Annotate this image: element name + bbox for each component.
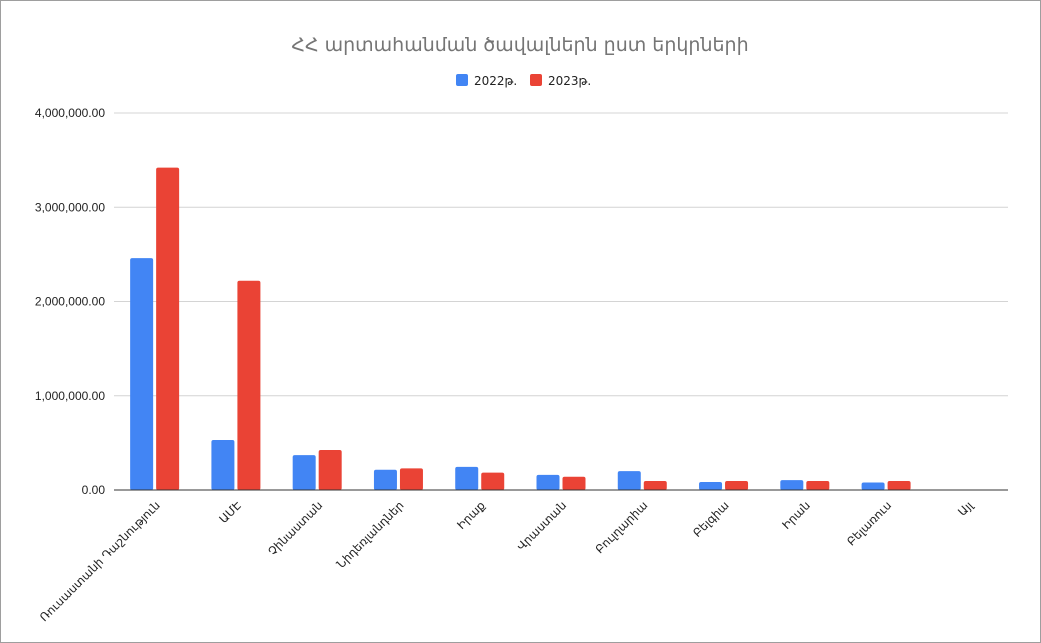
legend-swatch: [456, 74, 468, 86]
legend-swatch: [530, 74, 542, 86]
chart-legend: 2022թ. 2023թ.: [456, 74, 591, 88]
x-tick-label: Վրաստան: [514, 498, 569, 553]
x-tick-label: Բելգիա: [690, 498, 732, 540]
bar-series1: [861, 482, 885, 490]
x-tick-label: Բուլղարիա: [592, 498, 650, 556]
bar-series1: [130, 258, 154, 490]
bar-series2: [725, 481, 749, 490]
x-tick-label: Չինաստան: [265, 498, 325, 558]
bar-series1: [292, 455, 316, 490]
gridlines: [114, 112, 1008, 397]
bar-series2: [237, 280, 261, 490]
y-tick-label: 2,000,000.00: [35, 295, 105, 309]
x-tick-label: Այլ: [955, 498, 976, 519]
x-tick-label: Իրաք: [454, 498, 488, 532]
x-tick-label: ԱՄԷ: [216, 498, 244, 526]
legend-label: 2023թ.: [548, 74, 591, 88]
x-tick-label: Իրան: [779, 498, 813, 532]
bar-series1: [699, 481, 723, 490]
bar-series2: [562, 476, 586, 490]
chart-title: ՀՀ արտահանման ծավալներն ըստ երկրների: [291, 34, 748, 56]
bar-series2: [318, 449, 342, 490]
bar-series1: [211, 440, 235, 490]
bar-series1: [373, 469, 397, 490]
bars: [130, 167, 911, 491]
x-axis-ticks: Ռուսաստանի Դաշնություն ԱՄԷ Չինաստան Նիդեռլա…: [37, 498, 976, 625]
bar-series2: [399, 468, 423, 490]
x-tick-label: Նիդեռլանդներ: [334, 498, 407, 571]
legend-label: 2022թ.: [474, 74, 517, 88]
bar-series2: [806, 481, 830, 490]
bar-series2: [887, 481, 911, 490]
x-tick-label: Ռուսաստանի Դաշնություն: [37, 498, 163, 624]
y-tick-label: 1,000,000.00: [35, 389, 105, 403]
y-tick-label: 0.00: [82, 483, 106, 497]
y-axis-ticks: 0.00 1,000,000.00 2,000,000.00 3,000,000.00…: [35, 106, 105, 497]
bar-series1: [617, 471, 641, 490]
bar-series1: [780, 480, 804, 490]
x-tick-label: Բելառուս: [844, 498, 894, 548]
y-tick-label: 3,000,000.00: [35, 200, 105, 214]
bar-series1: [455, 466, 479, 490]
bar-series2: [156, 167, 180, 491]
bar-series1: [536, 474, 560, 490]
y-tick-label: 4,000,000.00: [35, 106, 105, 120]
bar-series2: [481, 472, 505, 490]
bar-series2: [643, 481, 667, 490]
